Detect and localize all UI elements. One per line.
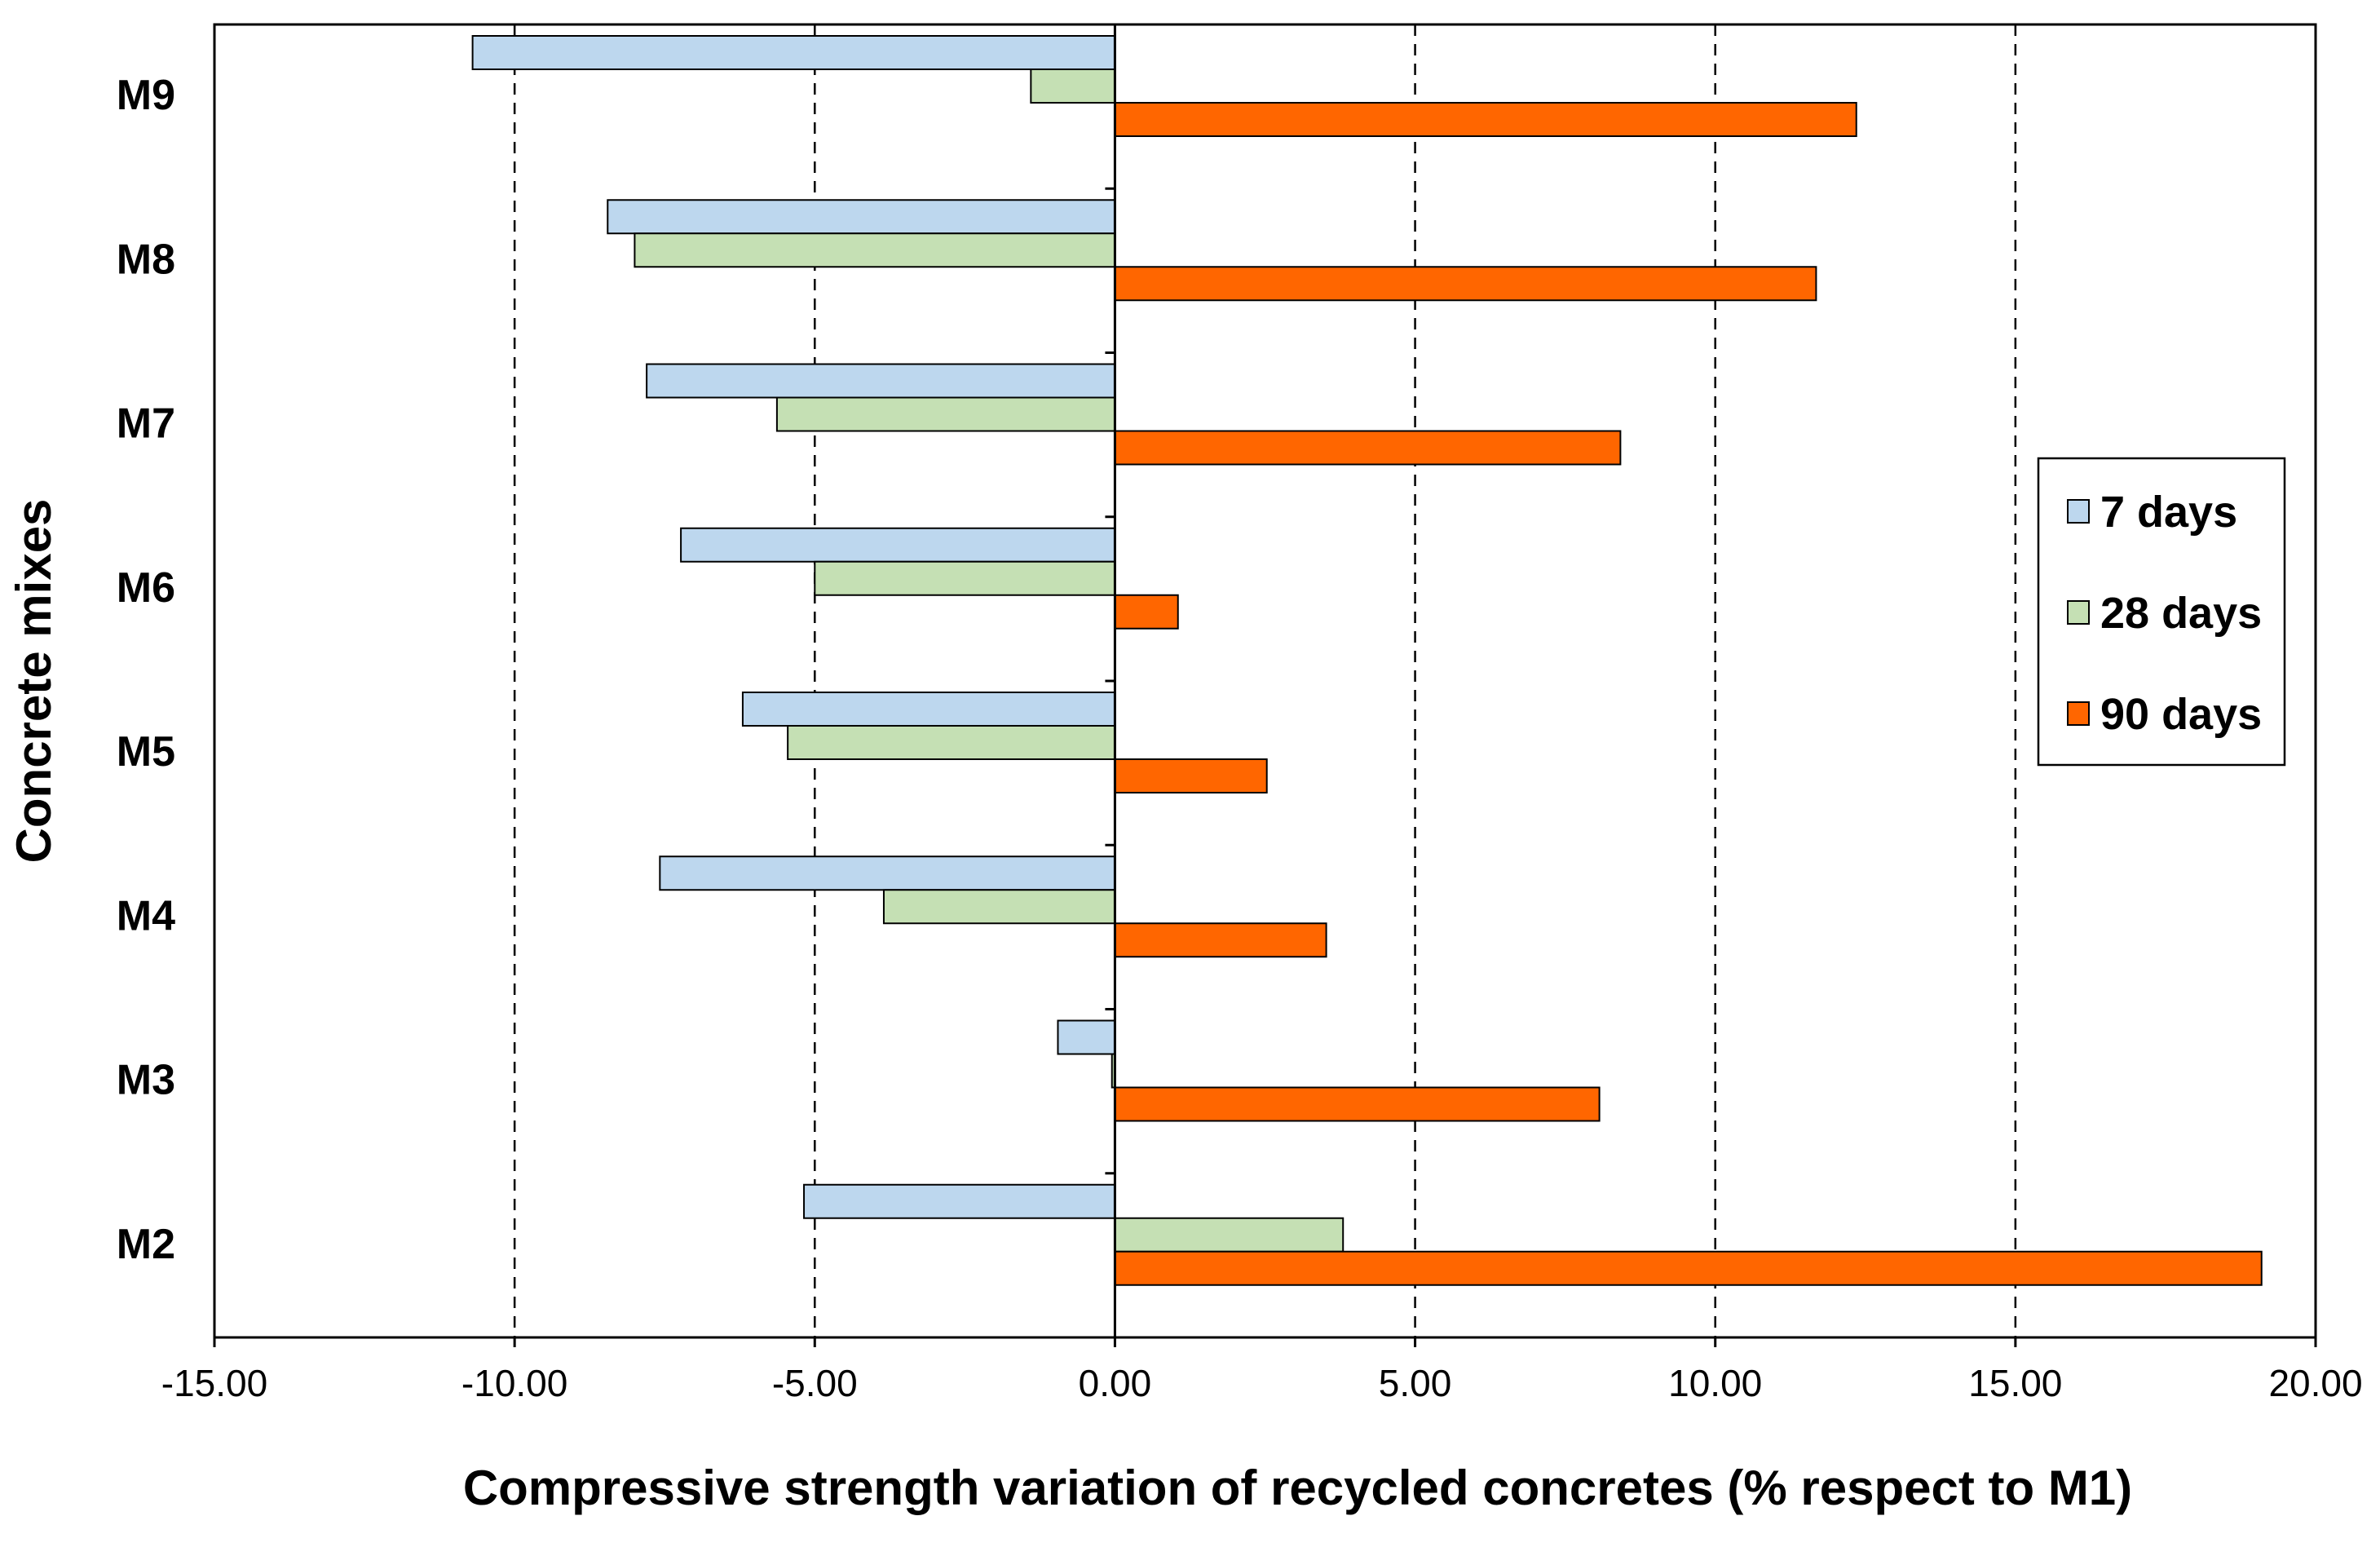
category-label-M8: M8 — [117, 236, 175, 283]
category-label-M7: M7 — [117, 400, 175, 448]
bar-M8-7-days — [607, 199, 1116, 235]
bar-M8-90-days — [1114, 266, 1817, 302]
legend-label-28-days: 28 days — [2100, 589, 2262, 638]
x-tick-label-5: 10.00 — [1668, 1362, 1762, 1404]
bar-M5-90-days — [1114, 758, 1268, 793]
category-label-M2: M2 — [117, 1221, 175, 1268]
x-tick-label-4: 5.00 — [1379, 1362, 1452, 1404]
bar-M6-90-days — [1114, 594, 1179, 630]
bar-M7-90-days — [1114, 430, 1622, 466]
bar-M4-90-days — [1114, 922, 1327, 958]
x-tick-label-7: 20.00 — [2268, 1362, 2362, 1404]
bar-M6-7-days — [680, 527, 1116, 563]
bar-M3-90-days — [1114, 1086, 1601, 1122]
axes: -15.00 -10.00 -5.00 0.00 5.00 10.00 15.00 20.00… — [117, 23, 2363, 1404]
bar-M4-28-days — [882, 889, 1116, 925]
legend-swatch-28-days — [2067, 600, 2090, 625]
x-tick-label-3: 0.00 — [1079, 1362, 1152, 1404]
bar-M5-7-days — [741, 692, 1116, 727]
x-axis-title: Compressive strength variation of recycl… — [463, 1461, 2132, 1515]
x-tick-label-1: -10.00 — [461, 1362, 567, 1404]
bar-M9-90-days — [1114, 102, 1857, 137]
bar-M7-7-days — [646, 363, 1116, 399]
legend-swatch-7-days — [2067, 499, 2090, 524]
legend-label-90-days: 90 days — [2100, 690, 2262, 739]
bars — [471, 35, 2263, 1286]
bar-M4-7-days — [659, 855, 1116, 891]
x-tick-label-2: -5.00 — [772, 1362, 858, 1404]
bar-M8-28-days — [634, 232, 1116, 268]
y-axis-title: Concrete mixes — [7, 499, 61, 864]
bar-M5-28-days — [787, 725, 1116, 760]
bar-M2-28-days — [1114, 1217, 1345, 1253]
bar-M2-7-days — [803, 1183, 1116, 1219]
bar-M6-28-days — [814, 560, 1116, 596]
category-label-M6: M6 — [117, 564, 175, 612]
legend-label-7-days: 7 days — [2100, 488, 2237, 537]
category-label-M5: M5 — [117, 728, 175, 776]
category-label-M4: M4 — [117, 892, 175, 939]
category-label-M9: M9 — [117, 72, 175, 119]
bar-M7-28-days — [775, 396, 1116, 432]
bar-M3-7-days — [1057, 1019, 1116, 1055]
bar-M9-7-days — [471, 35, 1116, 70]
plot-area-border — [213, 23, 2317, 1339]
x-tick-label-0: -15.00 — [161, 1362, 267, 1404]
legend-swatch-90-days — [2067, 701, 2090, 726]
bar-M2-90-days — [1114, 1250, 2263, 1286]
category-label-M3: M3 — [117, 1057, 175, 1104]
bar-M9-28-days — [1030, 69, 1116, 104]
legend: 7 days 28 days 90 days — [2037, 457, 2286, 767]
x-tick-label-6: 15.00 — [1968, 1362, 2062, 1404]
